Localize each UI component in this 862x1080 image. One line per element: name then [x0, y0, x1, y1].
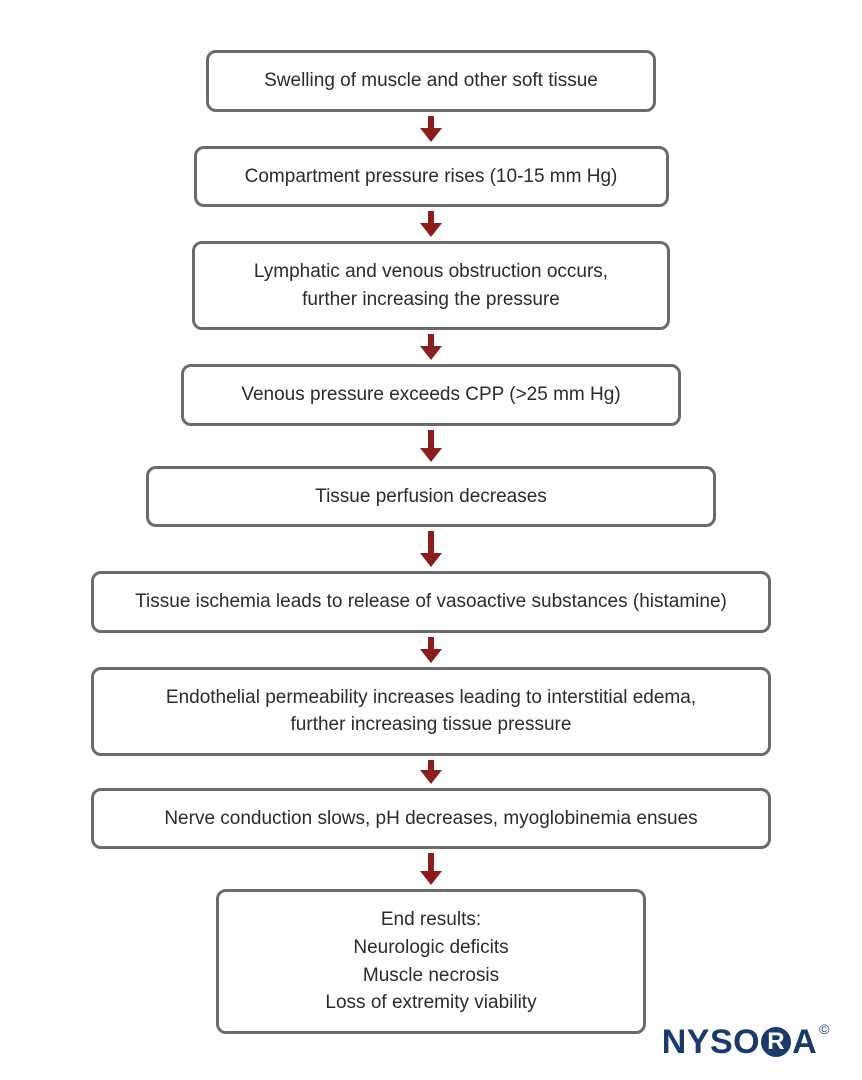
logo-copyright: ©	[819, 1021, 830, 1037]
flow-arrow-5	[420, 637, 442, 663]
arrow-head-icon	[420, 553, 442, 567]
nysora-logo: NYSO R A ©	[662, 1023, 830, 1062]
flow-node-0-line-0: Swelling of muscle and other soft tissue	[264, 67, 598, 95]
flow-arrow-4	[420, 531, 442, 567]
flow-node-7-line-0: Nerve conduction slows, pH decreases, my…	[164, 805, 697, 833]
flow-node-8-line-2: Muscle necrosis	[363, 962, 499, 990]
flow-node-1-line-0: Compartment pressure rises (10-15 mm Hg)	[245, 163, 618, 191]
flow-node-3-line-0: Venous pressure exceeds CPP (>25 mm Hg)	[241, 381, 620, 409]
logo-r-circle: R	[761, 1027, 791, 1057]
arrow-shaft-icon	[428, 531, 434, 553]
flow-node-8-line-0: End results:	[381, 906, 481, 934]
flow-node-5: Tissue ischemia leads to release of vaso…	[91, 571, 771, 633]
flow-node-3: Venous pressure exceeds CPP (>25 mm Hg)	[181, 364, 681, 426]
flow-node-8-line-3: Loss of extremity viability	[325, 989, 536, 1017]
flow-node-8: End results:Neurologic deficitsMuscle ne…	[216, 889, 646, 1033]
arrow-shaft-icon	[428, 637, 434, 649]
flow-node-4: Tissue perfusion decreases	[146, 466, 716, 528]
arrow-head-icon	[420, 128, 442, 142]
flowchart-container: Swelling of muscle and other soft tissue…	[0, 0, 862, 1034]
arrow-head-icon	[420, 871, 442, 885]
flow-node-2-line-0: Lymphatic and venous obstruction occurs,	[254, 258, 608, 286]
arrow-shaft-icon	[428, 116, 434, 128]
arrow-head-icon	[420, 770, 442, 784]
flow-node-2: Lymphatic and venous obstruction occurs,…	[192, 241, 670, 330]
flow-node-0: Swelling of muscle and other soft tissue	[206, 50, 656, 112]
flow-node-2-line-1: further increasing the pressure	[302, 286, 560, 314]
flow-arrow-1	[420, 211, 442, 237]
arrow-head-icon	[420, 649, 442, 663]
arrow-shaft-icon	[428, 430, 434, 448]
arrow-shaft-icon	[428, 334, 434, 346]
arrow-shaft-icon	[428, 853, 434, 871]
arrow-shaft-icon	[428, 211, 434, 223]
flow-node-6-line-0: Endothelial permeability increases leadi…	[166, 684, 696, 712]
flow-arrow-0	[420, 116, 442, 142]
flow-node-7: Nerve conduction slows, pH decreases, my…	[91, 788, 771, 850]
flow-node-5-line-0: Tissue ischemia leads to release of vaso…	[135, 588, 727, 616]
arrow-head-icon	[420, 346, 442, 360]
flow-arrow-2	[420, 334, 442, 360]
arrow-head-icon	[420, 448, 442, 462]
flow-arrow-7	[420, 853, 442, 885]
logo-text-before: NYSO	[662, 1023, 760, 1062]
arrow-head-icon	[420, 223, 442, 237]
flow-node-6: Endothelial permeability increases leadi…	[91, 667, 771, 756]
flow-node-4-line-0: Tissue perfusion decreases	[315, 483, 547, 511]
flow-arrow-6	[420, 760, 442, 784]
arrow-shaft-icon	[428, 760, 434, 770]
flow-arrow-3	[420, 430, 442, 462]
flow-node-8-line-1: Neurologic deficits	[353, 934, 508, 962]
flow-node-1: Compartment pressure rises (10-15 mm Hg)	[194, 146, 669, 208]
flow-node-6-line-1: further increasing tissue pressure	[291, 711, 572, 739]
logo-text-after: A	[792, 1023, 817, 1062]
